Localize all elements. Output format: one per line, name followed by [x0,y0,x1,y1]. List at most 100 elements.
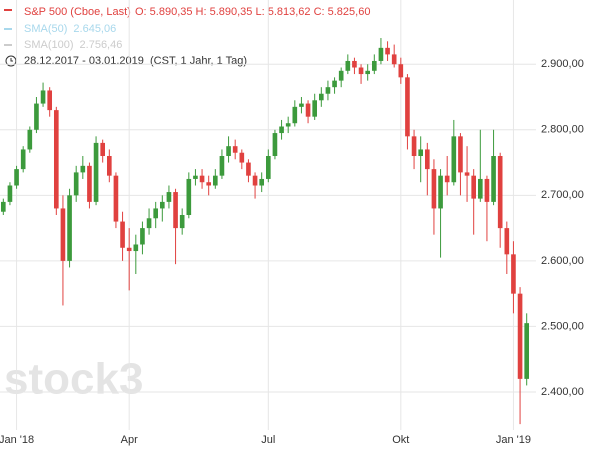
candle-body [93,142,99,202]
x-tick-label: Jan '18 [0,434,34,446]
candle-body [299,103,304,107]
candle-body [239,152,245,163]
candle-body [67,195,72,261]
candle-body [318,93,324,101]
candle-body [424,149,430,170]
candle-body [405,77,410,137]
candle-body [332,80,337,88]
candle-body [259,178,265,186]
candle-body [325,87,331,94]
candle-body [14,169,19,186]
ohlc-values: O: 5.890,35 H: 5.890,35 L: 5.813,62 C: 5… [135,6,370,18]
x-tick-label: Jan '19 [496,434,531,446]
candle-body [159,201,165,209]
candle-body [504,228,510,255]
candle-body [292,106,298,124]
candle-body [87,165,92,202]
legend-swatch [4,44,12,46]
period: (CST, 1 Jahr, 1 Tag) [150,55,247,67]
candle-body [206,182,212,186]
candle-body [140,228,145,245]
candle-body [451,136,457,183]
candle-body [113,175,119,222]
candle-body [126,247,132,252]
y-tick-label: 2.500,00 [541,320,584,332]
indicator-name: SMA(50) [24,23,67,35]
candle-body [199,175,205,183]
candle-body [120,221,125,248]
x-tick-label: Apr [121,434,138,446]
candle-body [444,175,450,183]
candle-body [398,64,404,78]
y-tick-label: 2.900,00 [541,58,584,70]
candle-body [458,136,463,173]
date-range: 28.12.2017 - 03.01.2019 [24,55,144,67]
candle-body [53,110,59,209]
candle-body [226,146,231,157]
y-tick-label: 2.400,00 [541,386,584,398]
candle-body [146,218,152,229]
candle-body [285,123,291,127]
legend-swatch [4,9,12,11]
candle-body [345,60,351,71]
candle-body [431,169,437,209]
candle-body [0,201,6,212]
candle-body [246,162,251,176]
candle-body [179,215,185,229]
candle-body [305,103,311,117]
candle-body [212,175,218,186]
candle-body [312,100,318,117]
chart-title: S&P 500 (Cboe, Last) [24,6,131,18]
candle-body [352,60,357,68]
candle-body [193,175,198,179]
candle-body [133,244,139,252]
candle-body [517,293,523,379]
candle-body [40,90,46,104]
candle-body [484,178,490,202]
candle-body [60,208,66,261]
candle-body [153,208,159,219]
candle-body [497,156,503,229]
candle-body [34,103,39,130]
y-tick-label: 2.800,00 [541,124,584,136]
legend-swatch [4,28,12,30]
candle-body [438,175,443,209]
candle-body [338,70,344,81]
candle-body [464,172,470,176]
candle-body [385,47,390,55]
watermark: stock3 [4,355,143,404]
candle-body [232,146,238,153]
candle-body [358,67,364,75]
candle-body [27,129,33,150]
y-tick-label: 2.700,00 [541,189,584,201]
candle-body [100,142,106,157]
candle-body [80,165,86,173]
candle-body [477,178,483,199]
candle-body [252,175,258,186]
y-tick-label: 2.600,00 [541,255,584,267]
indicator-value: 2.756,46 [80,39,123,51]
x-tick-label: Jul [261,434,275,446]
candle-body [279,126,284,134]
candle-body [186,178,192,215]
candle-body [47,90,53,111]
indicator-name: SMA(100) [24,39,74,51]
candle-body [219,156,225,176]
candle-body [391,54,397,65]
candle-body [524,323,530,379]
candle-body [272,133,278,157]
candle-body [20,149,26,170]
indicator-value: 2.645,06 [73,23,116,35]
x-tick-label: Okt [392,434,409,446]
candle-body [365,70,371,75]
candle-body [418,149,424,157]
candle-body [7,185,13,202]
candle-body [511,254,516,294]
candle-body [491,156,496,202]
candle-body [73,172,79,196]
candle-body [371,60,377,71]
candle-body [471,175,477,199]
candle-body [411,136,417,157]
candle-body [166,192,172,202]
